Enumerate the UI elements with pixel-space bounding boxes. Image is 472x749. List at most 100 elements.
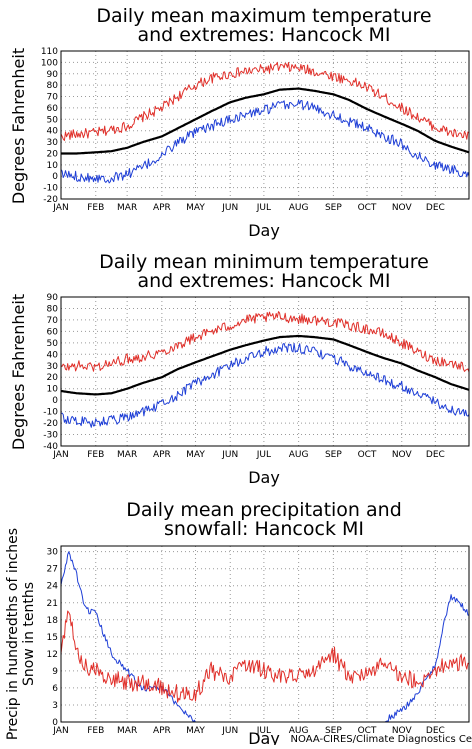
x-axis: JAN FEB MAR APR MAY JUN JUL AUG SEP OCT NOV DEC — [52, 203, 445, 213]
x-tick-label: JAN — [52, 450, 68, 460]
y-tick-label: 20 — [47, 149, 59, 159]
y-tick-label: 30 — [47, 548, 59, 558]
y-tick-label: 60 — [47, 327, 59, 337]
x-tick-label: NOV — [392, 726, 413, 736]
y-tick-label: 40 — [47, 127, 59, 137]
x-tick-label: JUL — [256, 203, 271, 213]
x-tick-label: JUL — [256, 450, 271, 460]
x-tick-label: MAR — [117, 726, 137, 736]
x-tick-label: OCT — [358, 203, 377, 213]
x-tick-label: AUG — [289, 450, 309, 460]
panel-title: snowfall: Hancock MI — [164, 518, 364, 540]
y-tick-label: 18 — [47, 616, 59, 626]
plot-frame — [60, 296, 470, 447]
panel-precip-snow: Daily mean precipitation and snowfall: H… — [5, 499, 470, 748]
x-tick-label: DEC — [426, 203, 445, 213]
y-tick-label: 15 — [47, 633, 58, 643]
x-tick-label: JAN — [52, 726, 68, 736]
y-tick-label: 40 — [47, 350, 59, 360]
x-axis: JAN FEB MAR APR MAY JUN JUL AUG SEP OCT NOV DEC — [52, 450, 445, 460]
y-tick-label: -20 — [43, 419, 58, 429]
series-line-extreme-low — [60, 342, 470, 428]
x-tick-label: JUN — [221, 203, 238, 213]
x-tick-label: NOV — [392, 203, 413, 213]
y-axis-label: Snow in tenths — [21, 582, 37, 686]
grid — [61, 297, 469, 446]
x-tick-label: AUG — [289, 726, 309, 736]
y-tick-label: 100 — [41, 58, 58, 68]
y-axis: 0 3 6 9 12 15 18 21 24 27 30 — [47, 548, 59, 728]
y-tick-label: 90 — [47, 70, 59, 80]
x-tick-label: DEC — [426, 450, 445, 460]
y-tick-label: 27 — [47, 565, 58, 575]
x-tick-label: MAR — [117, 203, 137, 213]
y-tick-label: 21 — [47, 599, 58, 609]
y-tick-label: 70 — [47, 316, 59, 326]
credit-text: NOAA-CIRES/Climate Diagnostics Ce — [291, 734, 472, 745]
x-tick-label: APR — [153, 203, 171, 213]
y-axis-label: Precip in hundredths of inches — [5, 528, 21, 740]
x-tick-label: APR — [153, 726, 171, 736]
x-axis-label: Day — [248, 729, 280, 745]
y-tick-label: 10 — [47, 385, 59, 395]
x-tick-label: SEP — [325, 726, 342, 736]
y-tick-label: 80 — [47, 304, 59, 314]
y-tick-label: 9 — [52, 667, 58, 677]
x-tick-label: JUN — [221, 450, 238, 460]
x-tick-label: DEC — [426, 726, 445, 736]
y-tick-label: 50 — [47, 115, 59, 125]
y-tick-label: 70 — [47, 93, 59, 103]
panel-title: Daily mean precipitation and — [126, 499, 402, 521]
x-tick-label: OCT — [358, 726, 377, 736]
series-line-extreme-high — [60, 61, 470, 141]
x-tick-label: SEP — [325, 203, 342, 213]
panel-title: and extremes: Hancock MI — [138, 24, 391, 46]
x-tick-label: FEB — [87, 203, 104, 213]
y-tick-label: 0 — [52, 718, 58, 728]
y-tick-label: -10 — [43, 184, 58, 194]
series-line-mean — [60, 87, 470, 155]
series-line-mean — [60, 334, 470, 396]
x-tick-label: AUG — [289, 203, 309, 213]
x-axis-label: Day — [248, 221, 280, 240]
x-tick-label: MAY — [186, 450, 205, 460]
y-axis-label: Degrees Fahrenheit — [9, 294, 28, 450]
panel-max-temp: Daily mean maximum temperature and extre… — [9, 5, 470, 240]
panel-title: and extremes: Hancock MI — [138, 270, 391, 292]
y-tick-label: 0 — [52, 396, 58, 406]
panel-title: Daily mean maximum temperature — [96, 5, 431, 27]
y-tick-label: 30 — [47, 362, 59, 372]
y-tick-label: -30 — [43, 431, 58, 441]
series-line-extreme-high — [61, 311, 470, 373]
x-tick-label: MAY — [186, 726, 205, 736]
x-axis-label: Day — [248, 468, 280, 487]
y-tick-label: -40 — [43, 442, 58, 452]
x-tick-label: FEB — [87, 726, 104, 736]
x-tick-label: JUN — [221, 726, 238, 736]
y-tick-label: -20 — [43, 195, 58, 205]
y-tick-label: 6 — [52, 684, 58, 694]
y-tick-label: 24 — [47, 582, 59, 592]
y-tick-label: 20 — [47, 373, 59, 383]
x-tick-label: MAR — [117, 450, 137, 460]
y-tick-label: 10 — [47, 161, 59, 171]
x-tick-label: NOV — [392, 450, 413, 460]
x-tick-label: JUL — [256, 726, 271, 736]
plot-frame — [60, 50, 470, 200]
x-axis: JAN FEB MAR APR MAY JUN JUL AUG SEP OCT NOV DEC — [52, 726, 445, 736]
x-tick-label: JAN — [52, 203, 68, 213]
x-tick-label: APR — [153, 450, 171, 460]
y-tick-label: 12 — [47, 650, 58, 660]
series-line-extreme-low — [60, 99, 470, 184]
series-line-precip — [60, 610, 470, 703]
grid — [61, 51, 469, 199]
y-axis-label: Degrees Fahrenheit — [9, 48, 28, 204]
x-tick-label: OCT — [358, 450, 377, 460]
y-tick-label: 30 — [47, 138, 59, 148]
y-tick-label: 90 — [47, 293, 59, 303]
y-tick-label: 80 — [47, 81, 59, 91]
y-tick-label: 110 — [41, 47, 58, 57]
